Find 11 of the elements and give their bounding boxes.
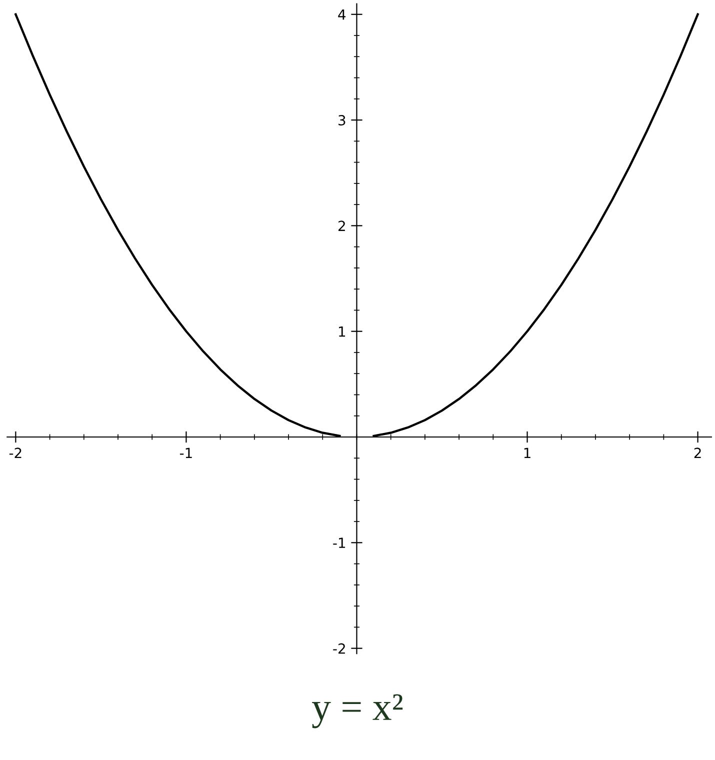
y-tick-label: -2 [333,643,345,654]
x-tick-label: -2 [9,448,22,458]
y-tick-label: 4 [338,10,346,20]
x-tick-label: -1 [180,448,192,458]
x-tick-label: 2 [694,448,701,458]
y-tick-label: -1 [333,538,346,548]
y-tick-label: 2 [338,220,345,231]
text: y = x² [312,694,403,728]
x-tick-label: 1 [524,448,530,458]
y-tick-label: 3 [338,114,346,126]
y-tick-label: 1 [339,326,346,337]
